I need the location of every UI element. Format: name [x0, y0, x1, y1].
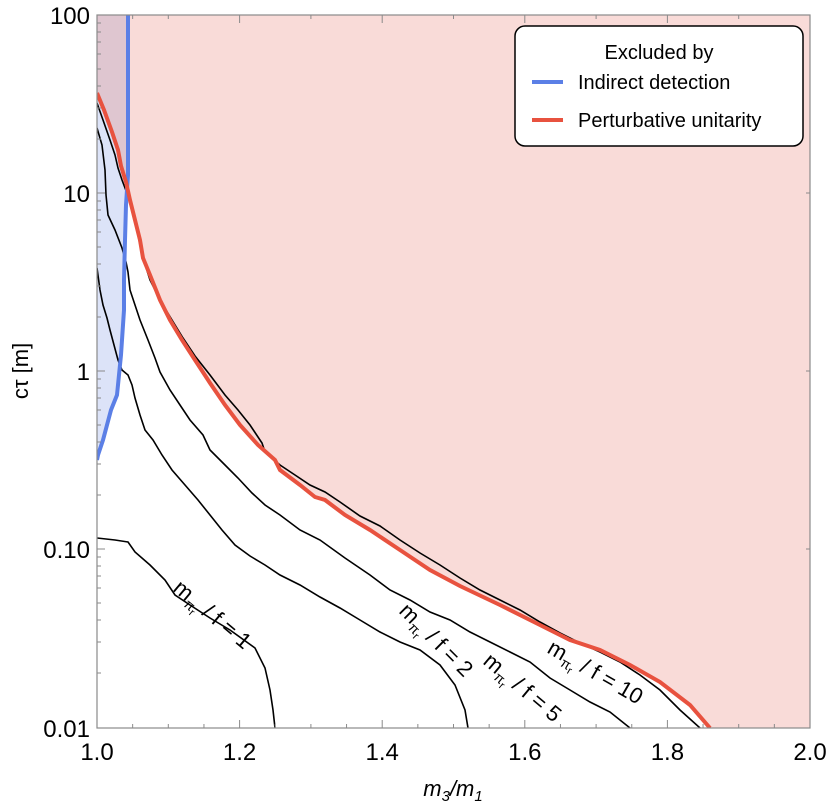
y-ticks	[97, 14, 810, 729]
x-axis-title: m3/m1	[423, 776, 482, 805]
svg-text:1: 1	[77, 359, 90, 386]
svg-text:1.0: 1.0	[80, 739, 113, 766]
contour-f2	[97, 267, 469, 728]
svg-text:1.4: 1.4	[366, 739, 399, 766]
svg-text:1.6: 1.6	[508, 739, 541, 766]
svg-text:1.2: 1.2	[223, 739, 256, 766]
x-tick-labels: 1.0 1.2 1.4 1.6 1.8 2.0	[80, 739, 826, 766]
y-axis-title: cτ [m]	[8, 343, 33, 399]
legend-item-indirect: Indirect detection	[578, 72, 730, 94]
svg-text:1.8: 1.8	[651, 739, 684, 766]
contour-f1	[97, 537, 276, 728]
legend: Excluded by Indirect detection Perturbat…	[514, 25, 804, 147]
overlap-region	[97, 15, 128, 182]
unitarity-line	[97, 92, 712, 728]
unitarity-excluded-region	[97, 15, 810, 728]
y-tick-labels: 100 10 1 0.10 0.01	[43, 3, 90, 743]
svg-text:0.01: 0.01	[43, 716, 90, 743]
svg-text:0.10: 0.10	[43, 537, 90, 564]
indirect-detection-line	[97, 15, 130, 461]
svg-text:2.0: 2.0	[793, 739, 826, 766]
legend-item-unitarity: Perturbative unitarity	[578, 110, 761, 132]
legend-title: Excluded by	[605, 42, 714, 64]
x-ticks	[96, 15, 775, 728]
svg-text:100: 100	[50, 3, 90, 30]
svg-text:10: 10	[63, 181, 90, 208]
